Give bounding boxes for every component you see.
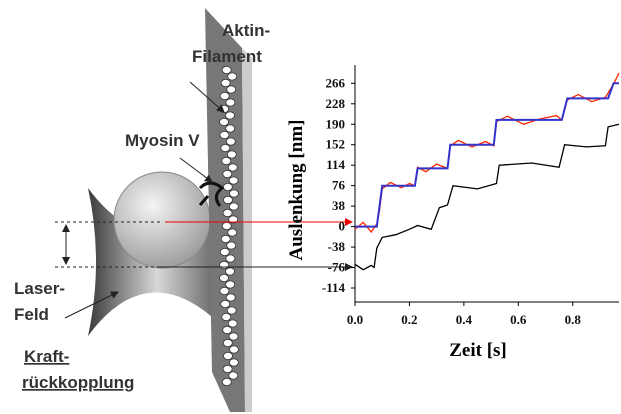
y-tick-label: 76 (332, 178, 346, 193)
actin-bead (223, 352, 232, 359)
y-tick-label: 0 (339, 219, 346, 234)
actin-bead (221, 79, 230, 86)
x-tick-label: 0.6 (510, 312, 527, 327)
actin-bead (223, 339, 232, 346)
actin-bead (222, 378, 231, 385)
actin-bead (228, 164, 237, 171)
actin-bead (223, 326, 232, 333)
actin-bead (227, 151, 236, 158)
y-tick-label: 190 (326, 116, 346, 131)
actin-bead (229, 372, 238, 379)
actin-bead (223, 183, 232, 190)
actin-bead (228, 229, 237, 236)
x-tick-label: 0.0 (347, 312, 363, 327)
actin-bead (220, 131, 229, 138)
page: Aktin- Filament Myosin V Laser- Feld Kra… (0, 0, 621, 414)
actin-bead (222, 222, 231, 229)
y-tick-label: -38 (328, 239, 346, 254)
actin-bead (229, 203, 238, 210)
actin-bead (227, 307, 236, 314)
actin-bead (220, 248, 229, 255)
trace (355, 73, 619, 232)
actin-bead (223, 365, 232, 372)
actin-bead (223, 196, 232, 203)
actin-bead (226, 99, 235, 106)
y-tick-label: -114 (322, 280, 346, 295)
actin-bead (226, 138, 235, 145)
x-tick-label: 0.4 (456, 312, 473, 327)
actin-bead (226, 112, 235, 119)
actin-bead (223, 209, 232, 216)
actin-bead (221, 235, 230, 242)
y-tick-label: 114 (326, 157, 345, 172)
actin-bead (227, 86, 236, 93)
actin-bead (220, 92, 229, 99)
label: Laser- (14, 279, 65, 298)
label: Aktin- (222, 21, 270, 40)
figure: Aktin- Filament Myosin V Laser- Feld Kra… (0, 0, 621, 414)
actin-bead (220, 118, 229, 125)
actin-bead (229, 359, 238, 366)
label: Myosin V (125, 131, 200, 150)
actin-bead (226, 255, 235, 262)
actin-bead (220, 261, 229, 268)
actin-bead (222, 66, 231, 73)
actin-bead (220, 274, 229, 281)
y-tick-label: 266 (326, 75, 346, 90)
trace (355, 124, 619, 269)
actin-bead (222, 313, 231, 320)
label: Kraft- (24, 347, 69, 366)
bead (114, 172, 210, 268)
label: Filament (192, 47, 262, 66)
y-tick-label: -76 (328, 260, 346, 275)
y-tick-label: 228 (326, 96, 346, 111)
actin-bead (221, 144, 230, 151)
actin-bead (229, 333, 238, 340)
x-tick-label: 0.2 (401, 312, 417, 327)
actin-bead (221, 300, 230, 307)
x-axis-title: Zeit [s] (449, 340, 507, 361)
x-tick-label: 0.8 (565, 312, 582, 327)
actin-bead (228, 73, 237, 80)
actin-bead (227, 242, 236, 249)
actin-bead (222, 157, 231, 164)
actin-bead (229, 346, 238, 353)
y-tick-label: 152 (326, 137, 346, 152)
label: rückkopplung (22, 373, 134, 392)
actin-bead (226, 268, 235, 275)
actin-bead (226, 281, 235, 288)
y-tick-label: 38 (332, 198, 346, 213)
actin-bead (229, 177, 238, 184)
actin-bead (220, 287, 229, 294)
actin-bead (223, 170, 232, 177)
y-axis-title: Auslenkung [nm] (286, 120, 307, 261)
actin-bead (228, 320, 237, 327)
actin-bead (229, 190, 238, 197)
trace (355, 83, 619, 226)
label: Feld (14, 305, 49, 324)
actin-bead (226, 294, 235, 301)
actin-bead (226, 125, 235, 132)
